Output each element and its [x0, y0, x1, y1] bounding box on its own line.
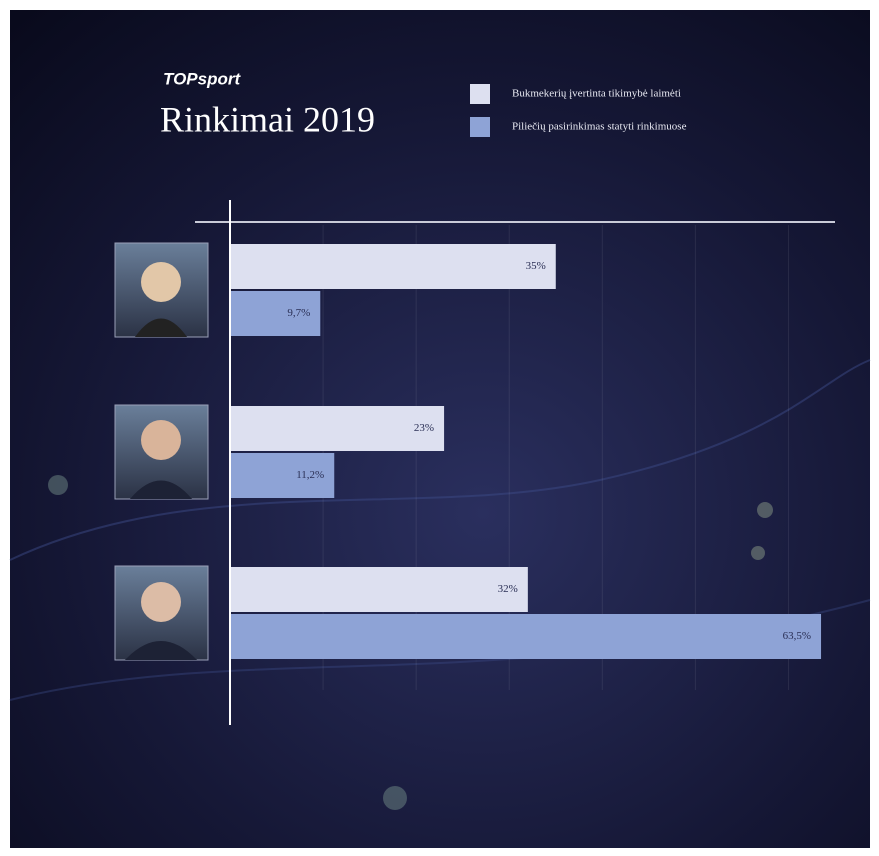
decoration	[48, 475, 68, 495]
legend-label: Bukmekerių įvertinta tikimybė laimėti	[512, 88, 681, 100]
photo	[115, 243, 208, 660]
decoration	[757, 502, 773, 518]
value-label: 11,2%	[296, 469, 324, 481]
value-label: 23%	[414, 422, 434, 434]
legend-swatch	[470, 117, 490, 137]
value-label: 63,5%	[783, 630, 811, 642]
page: TOPsport Rinkimai 2019 Bukmekerių įverti…	[0, 0, 879, 856]
bar	[230, 244, 556, 289]
legend-swatch	[470, 84, 490, 104]
value-label: 9,7%	[287, 307, 310, 319]
bar	[230, 567, 528, 612]
chart: TOPsport Rinkimai 2019 Bukmekerių įverti…	[0, 0, 879, 856]
brand: TOPsport	[163, 69, 241, 88]
legend-label: Piliečių pasirinkimas statyti rinkimuose	[512, 121, 687, 133]
value-label: 35%	[526, 260, 546, 272]
bar	[230, 406, 444, 451]
decoration	[751, 546, 765, 560]
chart-title: Rinkimai 2019	[160, 99, 375, 139]
decoration	[383, 786, 407, 810]
bar	[230, 614, 821, 659]
value-label: 32%	[498, 583, 518, 595]
